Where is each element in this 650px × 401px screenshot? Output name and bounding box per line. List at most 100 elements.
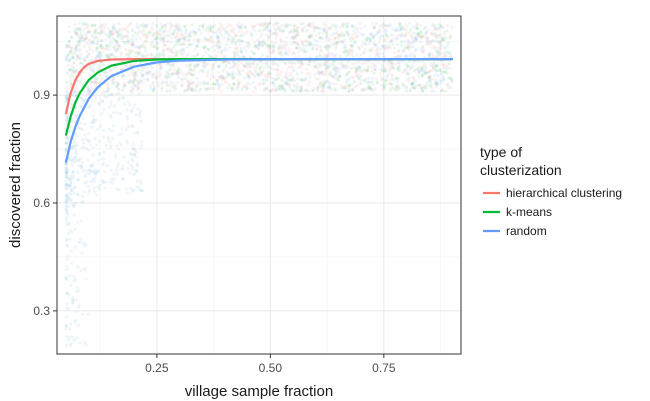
scatter-point — [252, 51, 257, 55]
scatter-point — [361, 87, 365, 92]
scatter-point — [64, 183, 68, 187]
scatter-point — [264, 42, 268, 47]
scatter-point — [128, 79, 132, 83]
scatter-point — [68, 228, 73, 232]
scatter-point — [271, 87, 275, 91]
scatter-point — [157, 74, 162, 79]
scatter-point — [378, 29, 382, 34]
scatter-point — [384, 69, 388, 73]
scatter-point — [216, 83, 220, 87]
scatter-point — [286, 23, 290, 27]
scatter-point — [280, 53, 284, 57]
scatter-point — [98, 66, 103, 70]
scatter-point — [151, 27, 155, 32]
scatter-point — [110, 177, 114, 181]
scatter-point — [319, 70, 323, 75]
scatter-point — [420, 74, 424, 78]
scatter-point — [365, 87, 369, 91]
scatter-point — [283, 50, 287, 55]
scatter-point — [222, 48, 226, 53]
scatter-point — [372, 36, 376, 40]
scatter-point — [355, 73, 359, 77]
scatter-point — [64, 162, 68, 166]
scatter-point — [329, 88, 333, 92]
scatter-point — [265, 25, 269, 30]
scatter-point — [77, 21, 81, 25]
scatter-point — [381, 45, 385, 49]
scatter-point — [373, 68, 377, 72]
scatter-point — [64, 334, 69, 339]
scatter-point — [196, 37, 200, 42]
scatter-point — [376, 54, 380, 58]
scatter-point — [428, 69, 432, 74]
scatter-point — [110, 136, 115, 140]
scatter-point — [295, 88, 299, 92]
scatter-point — [313, 24, 317, 29]
scatter-point — [92, 79, 96, 83]
scatter-point — [197, 24, 201, 28]
scatter-point — [155, 47, 159, 51]
scatter-point — [85, 22, 89, 26]
scatter-point — [215, 35, 219, 39]
scatter-point — [240, 23, 244, 27]
scatter-point — [128, 79, 132, 83]
scatter-point — [280, 84, 284, 89]
scatter-point — [157, 52, 161, 56]
scatter-point — [93, 96, 98, 100]
scatter-point — [102, 135, 106, 139]
scatter-point — [364, 42, 368, 47]
scatter-point — [87, 139, 91, 143]
scatter-point — [295, 72, 300, 76]
scatter-point — [245, 41, 250, 45]
scatter-point — [177, 37, 181, 41]
scatter-point — [430, 31, 434, 36]
scatter-point — [404, 86, 408, 90]
scatter-point — [64, 314, 69, 319]
scatter-point — [232, 81, 236, 86]
scatter-point — [277, 84, 282, 88]
scatter-point — [89, 30, 93, 34]
scatter-point — [310, 34, 314, 38]
scatter-point — [295, 46, 299, 50]
scatter-point — [91, 80, 95, 84]
scatter-point — [150, 22, 154, 26]
scatter-point — [347, 88, 351, 92]
scatter-point — [413, 49, 417, 53]
scatter-point — [74, 318, 78, 322]
scatter-point — [74, 31, 79, 35]
scatter-point — [254, 44, 258, 48]
scatter-point — [232, 26, 236, 31]
scatter-point — [70, 158, 74, 163]
scatter-point — [264, 26, 269, 30]
scatter-point — [78, 36, 82, 40]
scatter-point — [77, 288, 81, 293]
scatter-point — [259, 70, 264, 74]
scatter-point — [261, 28, 265, 32]
scatter-point — [369, 86, 373, 91]
scatter-point — [260, 39, 264, 43]
scatter-point — [380, 78, 384, 82]
scatter-point — [390, 65, 395, 69]
scatter-point — [318, 65, 322, 69]
scatter-point — [64, 204, 68, 208]
scatter-point — [419, 68, 424, 73]
scatter-point — [91, 146, 96, 150]
scatter-point — [267, 47, 271, 51]
scatter-point — [141, 42, 145, 46]
scatter-point — [308, 21, 312, 26]
scatter-point — [170, 85, 174, 89]
scatter-point — [134, 112, 138, 117]
scatter-point — [187, 32, 191, 37]
scatter-point — [90, 120, 94, 125]
scatter-point — [280, 46, 284, 50]
scatter-point — [428, 84, 432, 88]
scatter-point — [390, 33, 394, 37]
scatter-point — [114, 49, 118, 53]
scatter-point — [325, 46, 329, 50]
scatter-point — [64, 238, 68, 242]
scatter-point — [76, 170, 80, 175]
scatter-point — [277, 47, 281, 51]
scatter-point — [72, 157, 76, 161]
scatter-point — [96, 68, 100, 72]
scatter-point — [271, 42, 275, 47]
